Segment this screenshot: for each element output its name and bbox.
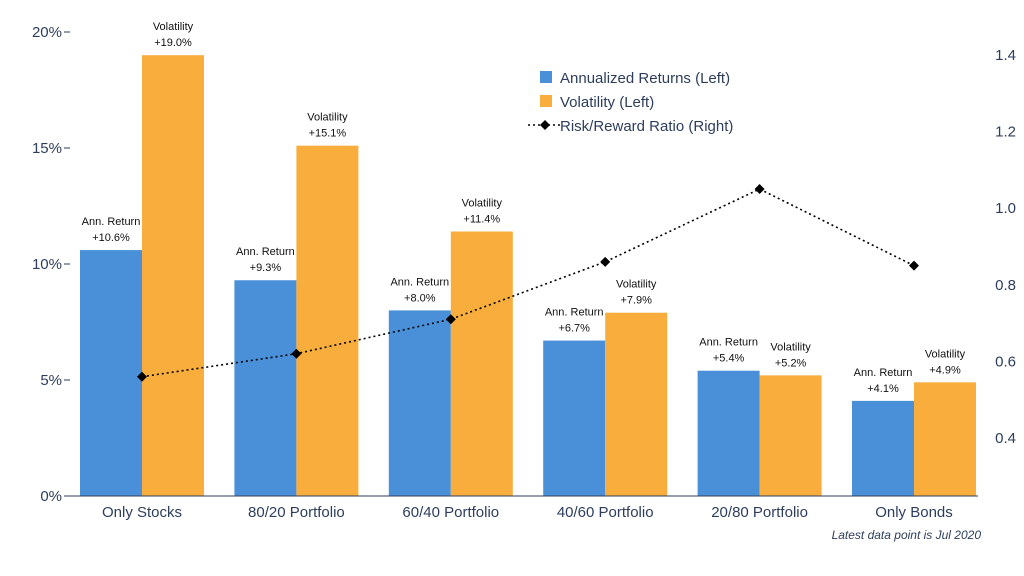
right-tick-label: 0.8	[995, 277, 1016, 294]
right-tick-label: 1.2	[995, 124, 1016, 141]
right-tick-label: 0.4	[995, 430, 1016, 447]
category-label: 80/20 Portfolio	[248, 504, 345, 521]
volatility-label-value: +7.9%	[620, 295, 652, 307]
volatility-bar	[450, 231, 513, 496]
volatility-label-value: +4.9%	[929, 364, 961, 376]
return-bar	[234, 280, 297, 496]
legend-label: Risk/Reward Ratio (Right)	[560, 118, 733, 135]
return-label-title: Ann. Return	[699, 337, 758, 349]
volatility-label-title: Volatility	[462, 198, 503, 210]
legend-swatch	[540, 71, 552, 83]
left-tick-label: 0%	[40, 488, 62, 505]
left-tick-label: 15%	[32, 140, 62, 157]
volatility-label-title: Volatility	[616, 279, 657, 291]
return-label-value: +6.7%	[558, 323, 590, 335]
return-label-value: +9.3%	[250, 262, 282, 274]
return-label-title: Ann. Return	[854, 367, 913, 379]
return-bar	[80, 250, 142, 496]
right-tick-label: 1.4	[995, 47, 1016, 64]
volatility-bar	[142, 55, 204, 496]
category-label: 20/80 Portfolio	[711, 504, 808, 521]
bar-labels: Ann. Return +10.6% Volatility +19.0% Ann. Re…	[82, 21, 966, 395]
x-axis: Only Stocks 80/20 Portfolio 60/40 Portfoli…	[64, 495, 978, 521]
return-label-value: +5.4%	[713, 353, 745, 365]
ratio-point	[291, 348, 302, 359]
return-label-title: Ann. Return	[390, 276, 449, 288]
volatility-bar	[296, 145, 359, 496]
risk-reward-line	[137, 184, 919, 382]
volatility-label-value: +11.4%	[463, 214, 500, 226]
return-label-value: +10.6%	[92, 232, 130, 244]
ratio-point	[445, 314, 456, 325]
return-bar	[543, 340, 606, 496]
right-tick-label: 1.0	[995, 200, 1016, 217]
left-tick-label: 20%	[32, 24, 62, 41]
return-label-value: +8.0%	[404, 292, 436, 304]
return-bar	[388, 310, 451, 496]
right-axis: 0.4 0.6 0.8 1.0 1.2 1.4	[995, 47, 1016, 447]
legend-marker	[540, 120, 550, 130]
data-note: Latest data point is Jul 2020	[832, 528, 982, 542]
category-label: 60/40 Portfolio	[402, 504, 499, 521]
legend-label: Volatility (Left)	[560, 94, 654, 111]
return-bar	[852, 400, 914, 496]
volatility-label-value: +5.2%	[775, 357, 807, 369]
return-label-value: +4.1%	[867, 383, 899, 395]
volatility-bar	[759, 375, 822, 496]
ratio-point	[909, 260, 919, 271]
volatility-label-title: Volatility	[153, 21, 194, 33]
return-bar	[697, 370, 760, 496]
volatility-label-title: Volatility	[925, 348, 966, 360]
ratio-point	[754, 184, 765, 195]
return-label-title: Ann. Return	[236, 246, 295, 258]
category-label: Only Stocks	[102, 504, 182, 521]
category-label: 40/60 Portfolio	[557, 504, 654, 521]
ratio-point	[600, 256, 611, 267]
right-tick-label: 0.6	[995, 353, 1016, 370]
volatility-label-title: Volatility	[770, 341, 811, 353]
volatility-label-value: +19.0%	[154, 37, 192, 49]
volatility-bar	[914, 382, 976, 496]
legend: Annualized Returns (Left) Volatility (Lef…	[528, 70, 733, 135]
legend-label: Annualized Returns (Left)	[560, 70, 730, 87]
return-label-title: Ann. Return	[545, 307, 604, 319]
legend-swatch	[540, 95, 552, 107]
left-tick-label: 5%	[40, 372, 62, 389]
category-label: Only Bonds	[875, 504, 953, 521]
return-label-title: Ann. Return	[82, 216, 141, 228]
left-axis: 0% 5% 10% 15% 20%	[32, 24, 70, 505]
ratio-point	[137, 371, 147, 382]
volatility-label-title: Volatility	[307, 112, 348, 124]
volatility-label-value: +15.1%	[309, 128, 347, 140]
bars	[80, 55, 976, 496]
volatility-bar	[605, 312, 668, 496]
left-tick-label: 10%	[32, 256, 62, 273]
ratio-polyline	[141, 188, 915, 378]
